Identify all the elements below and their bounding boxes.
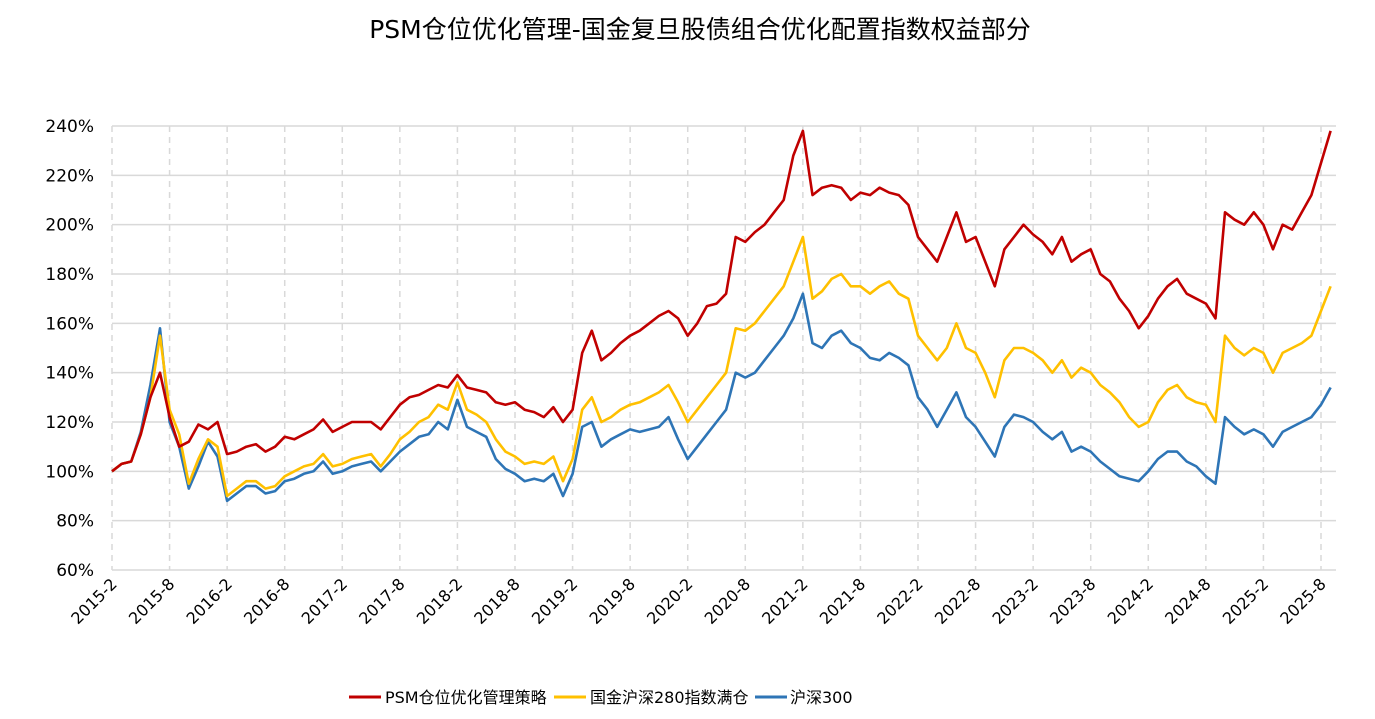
y-axis-ticks: 60% 80% 100% 120% 140% 160% 180% 200% 220% 240%	[45, 117, 94, 581]
x-tick-label: 2019-2	[528, 574, 582, 628]
x-tick-label: 2022-2	[873, 574, 927, 628]
legend-label-hs300: 沪深300	[790, 688, 853, 707]
x-tick-label: 2025-2	[1219, 574, 1273, 628]
x-tick-label: 2024-2	[1104, 574, 1158, 628]
chart-title: PSM仓位优化管理-国金复旦股债组合优化配置指数权益部分	[369, 15, 1031, 44]
y-tick-label: 120%	[45, 413, 94, 433]
x-tick-label: 2016-2	[182, 574, 236, 628]
x-tick-label: 2019-8	[585, 574, 639, 628]
x-tick-label: 2021-8	[816, 574, 870, 628]
y-tick-label: 100%	[45, 462, 94, 482]
grid	[111, 125, 1336, 571]
y-tick-label: 80%	[56, 512, 94, 532]
y-tick-label: 180%	[45, 265, 94, 285]
x-tick-label: 2020-2	[643, 574, 697, 628]
x-tick-label: 2016-8	[240, 574, 294, 628]
y-tick-label: 60%	[56, 561, 94, 581]
series-lines	[111, 129, 1332, 503]
legend: PSM仓位优化管理策略 国金沪深280指数满仓 沪深300	[349, 688, 853, 707]
series-line-hs300	[111, 292, 1332, 503]
x-tick-label: 2015-8	[125, 574, 179, 628]
x-axis-ticks: 2015-2 2015-8 2016-2 2016-8 2017-2 2017-8 2018…	[67, 574, 1330, 628]
x-tick-label: 2022-8	[931, 574, 985, 628]
y-tick-label: 160%	[45, 314, 94, 334]
series-line-psm	[111, 129, 1332, 473]
x-tick-label: 2020-8	[701, 574, 755, 628]
y-tick-label: 240%	[45, 117, 94, 137]
y-tick-label: 200%	[45, 216, 94, 236]
x-tick-label: 2023-2	[988, 574, 1042, 628]
legend-label-280: 国金沪深280指数满仓	[590, 688, 749, 707]
x-tick-label: 2018-8	[470, 574, 524, 628]
x-tick-label: 2024-8	[1161, 574, 1215, 628]
x-tick-label: 2017-8	[355, 574, 409, 628]
y-tick-label: 140%	[45, 364, 94, 384]
x-tick-label: 2017-2	[298, 574, 352, 628]
x-tick-label: 2015-2	[67, 574, 121, 628]
series-line-hs280	[111, 235, 1332, 498]
x-tick-label: 2025-8	[1276, 574, 1330, 628]
x-tick-label: 2018-2	[413, 574, 467, 628]
x-tick-label: 2023-8	[1046, 574, 1100, 628]
y-tick-label: 220%	[45, 166, 94, 186]
x-tick-label: 2021-2	[758, 574, 812, 628]
legend-label-psm: PSM仓位优化管理策略	[385, 688, 547, 707]
